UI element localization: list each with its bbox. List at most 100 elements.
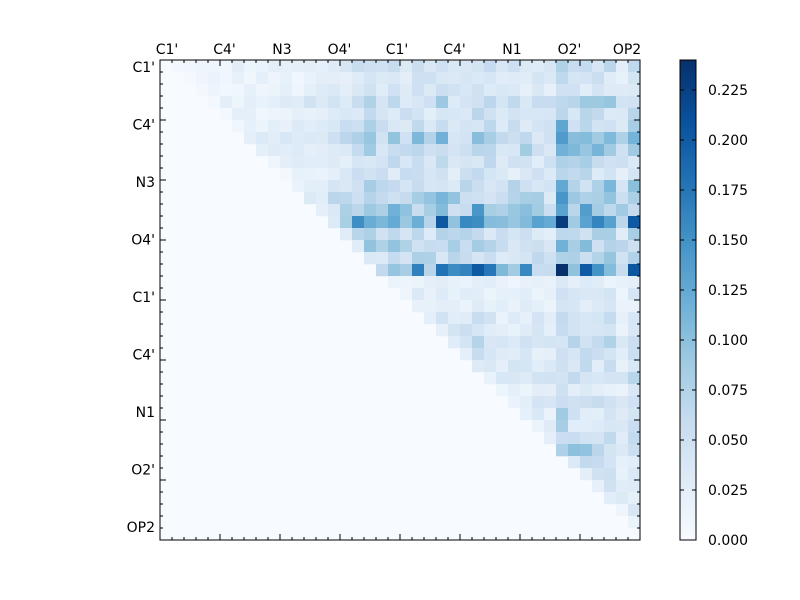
heatmap-cell: [460, 180, 473, 193]
heatmap-cell: [580, 300, 593, 313]
heatmap-cell: [568, 336, 581, 349]
heatmap-cell: [436, 84, 449, 97]
heatmap-cell: [460, 228, 473, 241]
heatmap-cell: [340, 120, 353, 133]
heatmap-cell: [616, 300, 629, 313]
heatmap-cell: [628, 384, 641, 397]
heatmap-cell: [484, 324, 497, 337]
heatmap-cell: [532, 336, 545, 349]
heatmap-cell: [604, 120, 617, 133]
heatmap-cell: [556, 216, 569, 229]
heatmap-cell: [460, 336, 473, 349]
heatmap-cell: [292, 84, 305, 97]
heatmap-cell: [448, 324, 461, 337]
heatmap-cell: [604, 288, 617, 301]
heatmap-cell: [628, 504, 641, 517]
heatmap-cell: [580, 396, 593, 409]
heatmap-cell: [520, 324, 533, 337]
heatmap-cell: [568, 432, 581, 445]
heatmap-cell: [520, 156, 533, 169]
heatmap-cell: [280, 144, 293, 157]
heatmap-cell: [496, 228, 509, 241]
heatmap-cell: [280, 132, 293, 145]
heatmap-cell: [412, 84, 425, 97]
heatmap-cell: [496, 84, 509, 97]
heatmap-cell: [604, 336, 617, 349]
heatmap-cell: [556, 60, 569, 73]
heatmap-cell: [604, 144, 617, 157]
heatmap-cell: [352, 228, 365, 241]
heatmap-cell: [628, 120, 641, 133]
heatmap-cell: [244, 108, 257, 121]
heatmap-cell: [304, 84, 317, 97]
heatmap-cell: [424, 156, 437, 169]
x-tick-label: N3: [272, 42, 291, 58]
colorbar-tick-label: 0.175: [708, 183, 748, 199]
heatmap-cell: [628, 408, 641, 421]
heatmap-cell: [364, 180, 377, 193]
heatmap-cell: [340, 180, 353, 193]
heatmap-cell: [208, 96, 221, 109]
heatmap-cell: [496, 204, 509, 217]
heatmap-cell: [424, 252, 437, 265]
heatmap-cell: [340, 108, 353, 121]
heatmap-cell: [532, 144, 545, 157]
heatmap-cell: [232, 108, 245, 121]
heatmap-cell: [568, 72, 581, 85]
heatmap-cell: [520, 192, 533, 205]
heatmap-cell: [592, 348, 605, 361]
heatmap-cell: [388, 204, 401, 217]
heatmap-cell: [376, 132, 389, 145]
heatmap-cell: [568, 324, 581, 337]
heatmap-cell: [520, 396, 533, 409]
heatmap-cell: [472, 144, 485, 157]
heatmap-cell: [508, 192, 521, 205]
heatmap-cell: [580, 324, 593, 337]
heatmap-cell: [364, 72, 377, 85]
heatmap-cell: [544, 216, 557, 229]
heatmap-cell: [388, 180, 401, 193]
heatmap-cell: [616, 156, 629, 169]
heatmap-cell: [520, 216, 533, 229]
heatmap-cell: [628, 84, 641, 97]
heatmap-cell: [316, 96, 329, 109]
heatmap-cell: [484, 120, 497, 133]
heatmap-cell: [592, 156, 605, 169]
heatmap-cell: [544, 108, 557, 121]
heatmap-cell: [556, 360, 569, 373]
heatmap-cell: [256, 120, 269, 133]
heatmap-cell: [436, 180, 449, 193]
heatmap-cell: [292, 132, 305, 145]
heatmap-cell: [460, 312, 473, 325]
heatmap-cell: [376, 252, 389, 265]
heatmap-cell: [436, 288, 449, 301]
heatmap-cell: [592, 252, 605, 265]
heatmap-cell: [376, 228, 389, 241]
heatmap-cell: [196, 60, 209, 73]
heatmap-cell: [580, 144, 593, 157]
heatmap-cell: [616, 240, 629, 253]
heatmap-cell: [604, 348, 617, 361]
heatmap-cell: [568, 264, 581, 277]
heatmap-cell: [568, 132, 581, 145]
heatmap-cell: [616, 84, 629, 97]
heatmap-cell: [592, 384, 605, 397]
heatmap-cell: [424, 192, 437, 205]
heatmap-cell: [496, 168, 509, 181]
heatmap-cell: [604, 252, 617, 265]
heatmap-cell: [244, 120, 257, 133]
heatmap-cell: [628, 480, 641, 493]
heatmap-cell: [544, 288, 557, 301]
heatmap-cell: [580, 156, 593, 169]
heatmap-cell: [580, 468, 593, 481]
heatmap-cell: [604, 468, 617, 481]
colorbar-tick-label: 0.050: [708, 433, 748, 449]
heatmap-cell: [472, 192, 485, 205]
heatmap-cell: [628, 216, 641, 229]
heatmap-cell: [508, 360, 521, 373]
heatmap-cell: [580, 108, 593, 121]
y-tick-label: C1': [132, 290, 155, 306]
heatmap-cell: [544, 168, 557, 181]
heatmap-cell: [544, 264, 557, 277]
